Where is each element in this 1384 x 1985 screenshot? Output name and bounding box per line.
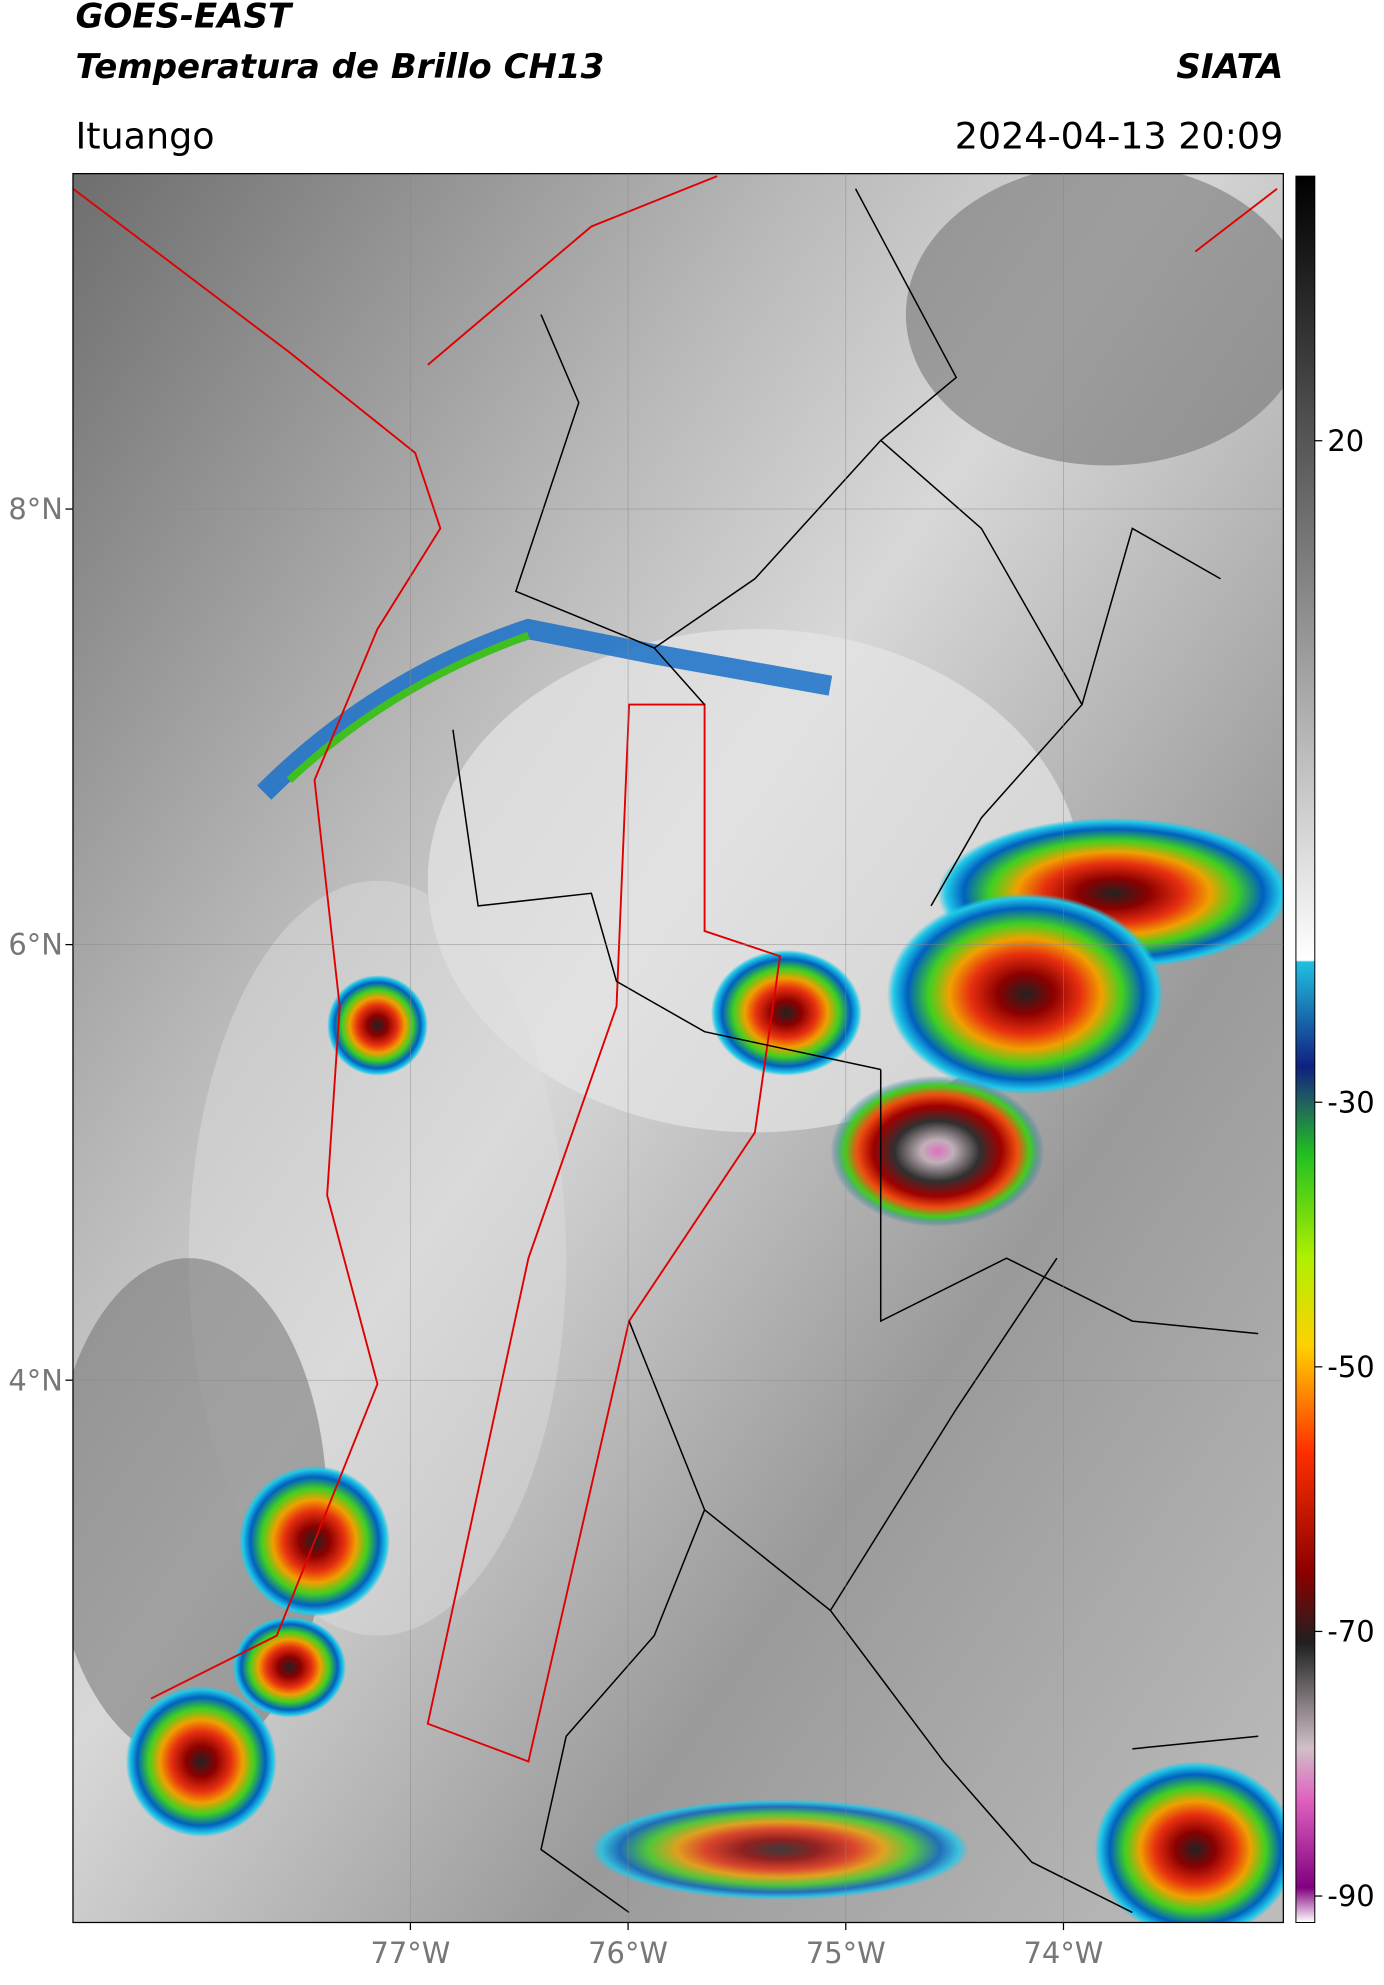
datetime: 2024-04-13 20:09 <box>955 114 1284 157</box>
map-image <box>72 173 1284 1923</box>
y-tick-label: 8°N <box>8 492 63 526</box>
title-line1: GOES-EAST <box>75 0 293 37</box>
colorbar-tick-label: -30 <box>1327 1085 1374 1119</box>
y-tick-label: 4°N <box>8 1363 63 1397</box>
map-frame <box>72 172 1284 1924</box>
colorbar <box>1295 175 1316 1923</box>
colorbar-tick-label: -50 <box>1327 1350 1374 1384</box>
x-tick-label: 77°W <box>370 1936 450 1970</box>
title-line2: Temperatura de Brillo CH13 <box>75 47 604 87</box>
x-tick-label: 75°W <box>806 1936 886 1970</box>
y-tick-label: 6°N <box>8 928 63 962</box>
colorbar-tick-label: -90 <box>1327 1879 1374 1913</box>
source: SIATA <box>1176 47 1283 87</box>
location: Ituango <box>75 114 214 157</box>
colorbar-tick-label: 20 <box>1327 424 1364 458</box>
x-tick-label: 76°W <box>588 1936 668 1970</box>
colorbar-tick-label: -70 <box>1327 1615 1374 1649</box>
x-tick-label: 74°W <box>1024 1936 1104 1970</box>
